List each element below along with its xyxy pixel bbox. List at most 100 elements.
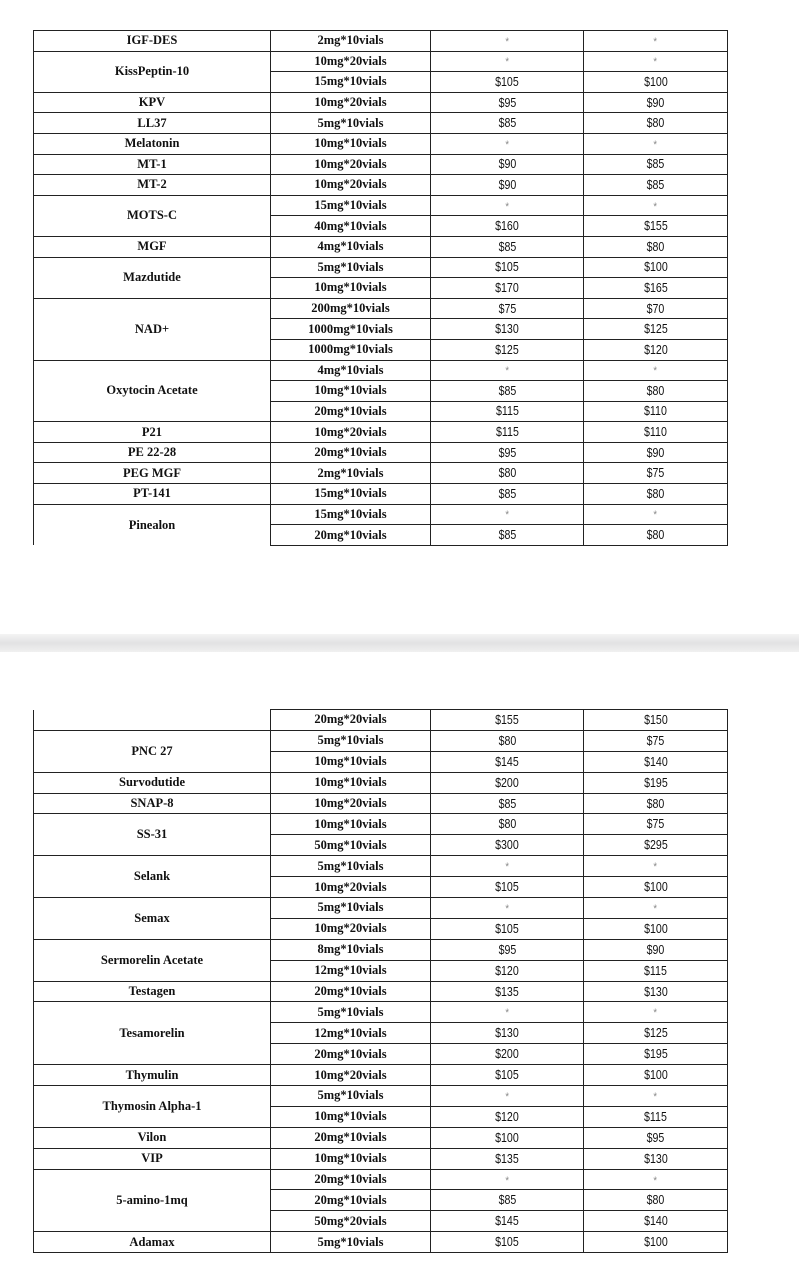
table-row: KissPeptin-10 10mg*20vials * * xyxy=(33,50,728,93)
price-value: $75 xyxy=(498,301,516,316)
table-row: LL37 5mg*10vials $85 $80 xyxy=(33,112,728,134)
price-value: $85 xyxy=(498,383,516,398)
package-size: 5mg*10vials xyxy=(270,897,431,919)
table-row: 12mg*10vials $130 $125 xyxy=(34,1022,728,1045)
package-size: 5mg*10vials xyxy=(270,729,431,752)
price-1: $105 xyxy=(430,876,584,899)
table-row: Melatonin 10mg*10vials * * xyxy=(33,132,728,155)
product-name: KPV xyxy=(33,91,271,114)
price-value: $115 xyxy=(495,425,519,440)
product-name: Melatonin xyxy=(33,132,271,155)
price-1: * xyxy=(430,503,584,526)
price-2: $75 xyxy=(583,813,728,836)
price-2: * xyxy=(583,132,728,155)
table-row: 20mg*10vials $115 $110 xyxy=(34,400,728,423)
price-value: $85 xyxy=(646,157,665,172)
package-size: 2mg*10vials xyxy=(270,462,431,485)
package-size: 50mg*20vials xyxy=(270,1210,431,1233)
price-value: $105 xyxy=(495,921,519,936)
price-value: $100 xyxy=(495,1130,519,1145)
table-row: Thymosin Alpha-1 5mg*10vials * * xyxy=(33,1085,728,1128)
package-size: 10mg*10vials xyxy=(270,1147,431,1170)
price-2: $100 xyxy=(583,256,728,279)
package-size: 20mg*10vials xyxy=(270,1126,431,1149)
product-name: IGF-DES xyxy=(33,30,271,52)
product-name: MT-1 xyxy=(33,153,271,176)
price-value: $95 xyxy=(498,445,516,460)
package-size: 200mg*10vials xyxy=(270,297,431,320)
package-size: 12mg*10vials xyxy=(270,1022,431,1045)
price-value: * xyxy=(653,1090,658,1103)
price-value: * xyxy=(505,56,509,69)
price-2: * xyxy=(583,1085,728,1107)
product-name: P21 xyxy=(33,421,271,443)
package-size: 20mg*10vials xyxy=(270,1189,431,1212)
price-value: $75 xyxy=(646,466,665,481)
price-value: $100 xyxy=(643,1068,668,1083)
price-value: $300 xyxy=(495,838,519,853)
page-divider xyxy=(0,634,799,652)
price-1: $105 xyxy=(430,1231,584,1254)
price-value: $100 xyxy=(643,1235,668,1250)
price-value: $85 xyxy=(498,796,516,811)
package-size: 10mg*10vials xyxy=(270,813,431,836)
product-name: PT-141 xyxy=(33,483,271,505)
price-value: $130 xyxy=(643,984,668,999)
price-2: $80 xyxy=(583,235,728,258)
price-1: * xyxy=(430,897,584,919)
price-2: $80 xyxy=(583,483,728,505)
price-2: * xyxy=(583,503,728,526)
price-2: $100 xyxy=(583,917,728,940)
price-2: $80 xyxy=(583,380,728,402)
price-value: * xyxy=(505,1007,509,1020)
price-1: $130 xyxy=(430,1022,584,1045)
price-1: $125 xyxy=(430,338,584,361)
price-1: $85 xyxy=(430,483,584,505)
package-size: 15mg*10vials xyxy=(270,503,431,526)
price-1: $85 xyxy=(430,235,584,258)
table-row: PEG MGF 2mg*10vials $80 $75 xyxy=(33,462,728,485)
product-name: Oxytocin Acetate xyxy=(33,359,271,423)
price-2: $100 xyxy=(583,876,728,899)
price-1: $300 xyxy=(430,834,584,857)
product-name: VIP xyxy=(33,1147,271,1170)
table-row: MGF 4mg*10vials $85 $80 xyxy=(33,235,728,258)
price-1: $100 xyxy=(430,1126,584,1149)
package-size: 5mg*10vials xyxy=(270,1231,431,1254)
table-row: KPV 10mg*20vials $95 $90 xyxy=(33,91,728,114)
price-value: $85 xyxy=(498,116,516,131)
package-size: 10mg*10vials xyxy=(270,1105,431,1128)
price-table-page-2: 20mg*20vials $155 $150 PNC 27 5mg*10vials $80… xyxy=(33,709,728,1254)
price-value: $100 xyxy=(643,880,668,895)
price-2: $80 xyxy=(583,112,728,134)
package-size: 10mg*20vials xyxy=(270,153,431,176)
table-row: Sermorelin Acetate 8mg*10vials $95 $90 xyxy=(33,938,728,982)
price-2: * xyxy=(583,50,728,73)
price-value: * xyxy=(505,509,509,522)
price-value: * xyxy=(653,138,658,151)
price-2: $195 xyxy=(583,1043,728,1066)
table-row: 1000mg*10vials $125 $120 xyxy=(34,338,728,361)
table-row: P21 10mg*20vials $115 $110 xyxy=(33,421,728,443)
price-2: $80 xyxy=(583,792,728,815)
product-name: 5-amino-1mq xyxy=(33,1168,271,1233)
price-value: $195 xyxy=(643,775,668,790)
table-row: Thymulin 10mg*20vials $105 $100 xyxy=(33,1064,728,1087)
price-1: $75 xyxy=(430,297,584,320)
price-2: * xyxy=(583,855,728,878)
price-value: $85 xyxy=(646,177,665,192)
price-value: * xyxy=(505,200,509,213)
table-row: Survodutide 10mg*10vials $200 $195 xyxy=(33,771,728,794)
price-1: $145 xyxy=(430,1210,584,1233)
price-2: $130 xyxy=(583,1147,728,1170)
table-row: Tesamorelin 5mg*10vials * * xyxy=(33,1001,728,1066)
price-value: $105 xyxy=(495,1235,519,1250)
price-value: $115 xyxy=(644,1109,667,1124)
price-2: $80 xyxy=(583,1189,728,1212)
price-1: * xyxy=(430,194,584,217)
price-value: $80 xyxy=(646,116,665,131)
price-value: $135 xyxy=(495,1151,519,1166)
price-value: * xyxy=(653,35,658,48)
price-1: * xyxy=(430,50,584,73)
package-size: 5mg*10vials xyxy=(270,256,431,279)
